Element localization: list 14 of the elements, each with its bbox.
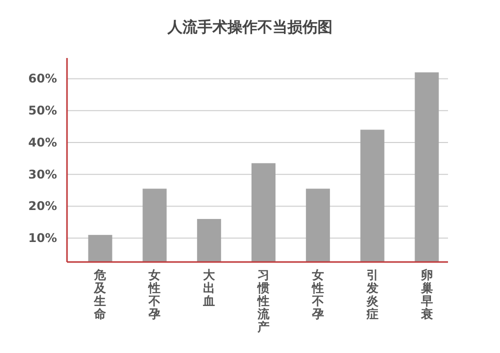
y-tick-label: 50%	[28, 104, 57, 118]
x-tick-label: 危及生命	[93, 268, 108, 321]
x-tick-label: 习惯性流产	[256, 268, 270, 334]
x-tick-label: 女性不孕	[310, 268, 324, 321]
x-tick-label: 卵巢早衰	[420, 268, 433, 321]
y-tick-label: 40%	[28, 135, 57, 150]
y-tick-label: 30%	[28, 167, 57, 182]
y-tick-label: 10%	[28, 231, 57, 246]
y-tick-label: 60%	[28, 72, 57, 86]
x-tick-label: 女性不孕	[148, 268, 161, 321]
y-tick-label: 20%	[28, 199, 57, 214]
x-tick-label: 引发炎症	[365, 268, 380, 321]
chart-title: 人流手术操作不当损伤图	[166, 18, 332, 36]
x-tick-label: 大出血	[202, 268, 216, 308]
